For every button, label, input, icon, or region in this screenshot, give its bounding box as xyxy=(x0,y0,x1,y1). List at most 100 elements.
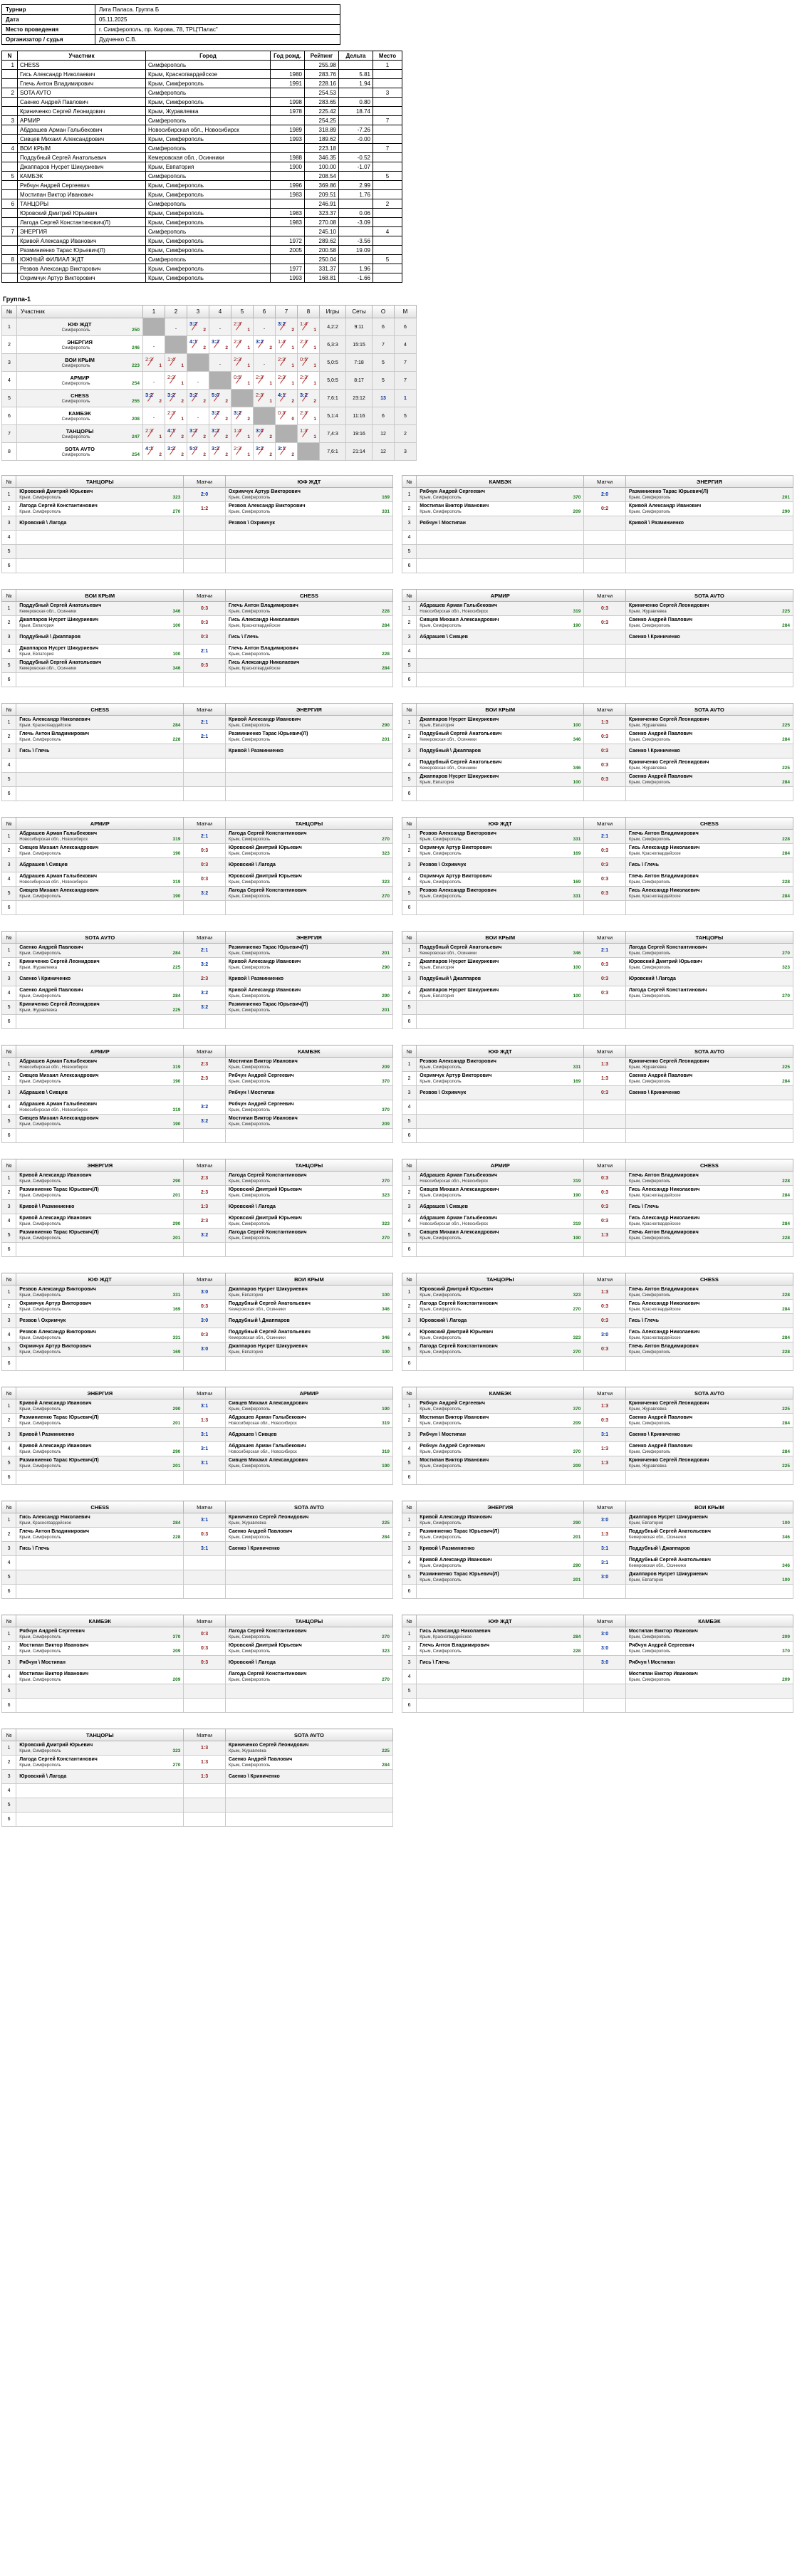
match-away-player[interactable]: Юровский \ Лагода xyxy=(625,971,794,986)
match-home-team[interactable]: ЭНЕРГИЯ xyxy=(416,1501,585,1513)
match-away-player[interactable] xyxy=(625,1100,794,1115)
match-score[interactable]: 0:3 xyxy=(183,857,226,872)
match-home-player[interactable]: Абдрашев \ Сивцев xyxy=(416,1199,585,1214)
crosstable-score-cell[interactable]: 2:3 1 xyxy=(142,424,165,443)
match-score[interactable]: 0:3 xyxy=(583,1185,626,1200)
crosstable-score-cell[interactable]: 2:3 1 xyxy=(165,407,187,425)
crosstable-score-cell[interactable]: 3:2 2 xyxy=(165,442,187,461)
match-home-team[interactable]: АРМИР xyxy=(416,589,585,602)
match-home-player[interactable]: Лагода Сергей Константинович Крым, Симфер… xyxy=(416,1342,585,1357)
match-away-player[interactable]: Джаппаров Нусрет Шикуриевич Крым, Евпатор… xyxy=(625,1513,794,1528)
match-away-team[interactable]: ЭНЕРГИЯ xyxy=(625,475,794,488)
match-score[interactable]: 0:3 xyxy=(583,601,626,616)
match-score[interactable]: 3:1 xyxy=(183,1541,226,1556)
match-home-player[interactable]: Гись \ Глечь xyxy=(16,1541,184,1556)
match-home-player[interactable] xyxy=(416,530,585,545)
match-home-player[interactable]: Рябчун Андрей Сергеевич Крым, Симферополь… xyxy=(16,1627,184,1642)
match-home-player[interactable]: Рябчун \ Мостипан xyxy=(416,516,585,531)
match-away-player[interactable] xyxy=(224,1555,394,1570)
match-away-player[interactable]: Кривой \ Разминиенко xyxy=(224,971,394,986)
match-score[interactable]: 1:3 xyxy=(583,1285,626,1300)
match-score[interactable]: 3:0 xyxy=(183,1285,226,1300)
match-home-player[interactable]: Кривой Александр Иванович Крым, Симферопо… xyxy=(16,1399,184,1414)
match-home-team[interactable]: ЮФ ЖДТ xyxy=(416,1045,585,1058)
match-away-player[interactable]: Криниченко Сергей Леонидович Крым, Журавл… xyxy=(224,1513,394,1528)
match-away-player[interactable]: Лагода Сергей Константинович Крым, Симфер… xyxy=(224,886,394,901)
match-away-player[interactable]: Глечь Антон Владимирович Крым, Симферопол… xyxy=(224,644,394,659)
match-away-player[interactable]: Криниченко Сергей Леонидович Крым, Журавл… xyxy=(625,758,794,773)
match-away-player[interactable]: Резвов \ Охримчук xyxy=(224,516,394,531)
match-score[interactable]: 3:0 xyxy=(183,1313,226,1328)
match-away-team[interactable]: АРМИР xyxy=(224,1387,394,1399)
match-away-team[interactable]: ТАНЦОРЫ xyxy=(224,1159,394,1172)
match-away-player[interactable]: Разминиенко Тарас Юрьевич(Л) Крым, Симфер… xyxy=(224,729,394,744)
crosstable-score-cell[interactable]: 3:2 2 xyxy=(209,335,231,354)
match-home-player[interactable]: Абдрашев Арман Галыбекович Новосибирская … xyxy=(416,1171,585,1186)
match-away-player[interactable]: Глечь Антон Владимирович Крым, Симферопол… xyxy=(625,1171,794,1186)
match-home-player[interactable]: Кривой \ Разминиенко xyxy=(16,1427,184,1442)
match-home-team[interactable]: SOTA AVTO xyxy=(16,931,184,944)
match-away-team[interactable]: ВОИ КРЫМ xyxy=(224,1273,394,1286)
match-score[interactable]: 2:0 xyxy=(183,487,226,502)
match-away-player[interactable]: Саенко Андрей Павлович Крым, Симферополь 2… xyxy=(625,615,794,630)
match-away-player[interactable]: Гись Александр Николаевич Крым, Красногва… xyxy=(224,658,394,673)
match-score[interactable]: 1:3 xyxy=(583,1057,626,1072)
match-away-player[interactable]: Гись Александр Николаевич Крым, Красногва… xyxy=(625,1185,794,1200)
match-score[interactable]: 3:0 xyxy=(583,1655,626,1670)
match-score[interactable]: 0:3 xyxy=(183,658,226,673)
match-home-player[interactable] xyxy=(16,1812,184,1827)
match-score[interactable]: 2:1 xyxy=(183,729,226,744)
match-home-player[interactable]: Поддубный Сергей Анатольевич Кемеровская … xyxy=(416,943,585,958)
match-away-player[interactable] xyxy=(224,672,394,687)
match-home-player[interactable]: Юровский \ Лагода xyxy=(416,1313,585,1328)
match-home-player[interactable]: Сивцев Михаил Александрович Крым, Симферо… xyxy=(16,886,184,901)
match-away-player[interactable]: Гись Александр Николаевич Крым, Красногва… xyxy=(625,843,794,858)
crosstable-score-cell[interactable]: 1:4 1 xyxy=(231,424,254,443)
match-score[interactable]: 2:3 xyxy=(183,971,226,986)
match-home-player[interactable]: Поддубный \ Джаппаров xyxy=(16,630,184,645)
match-away-player[interactable] xyxy=(224,1470,394,1485)
match-home-player[interactable]: Абдрашев \ Сивцев xyxy=(16,857,184,872)
match-away-player[interactable]: Лагода Сергей Константинович Крым, Симфер… xyxy=(224,1228,394,1243)
match-home-player[interactable]: Абдрашев Арман Галыбекович Новосибирская … xyxy=(416,601,585,616)
match-home-player[interactable]: Мостипан Виктор Иванович Крым, Симферопол… xyxy=(16,1669,184,1684)
match-home-player[interactable]: Глечь Антон Владимирович Крым, Симферопол… xyxy=(416,1641,585,1656)
match-away-team[interactable]: ВОИ КРЫМ xyxy=(625,1501,794,1513)
match-away-player[interactable]: Криниченко Сергей Леонидович Крым, Журавл… xyxy=(625,1057,794,1072)
match-home-player[interactable]: Кривой Александр Иванович Крым, Симферопо… xyxy=(416,1513,585,1528)
match-score[interactable]: 0:3 xyxy=(583,744,626,758)
match-home-player[interactable] xyxy=(16,786,184,801)
match-away-player[interactable]: Глечь Антон Владимирович Крым, Симферопол… xyxy=(625,1228,794,1243)
match-home-player[interactable]: Поддубный Сергей Анатольевич Кемеровская … xyxy=(416,729,585,744)
crosstable-score-cell[interactable]: 1:4 1 xyxy=(275,335,298,354)
match-home-player[interactable]: Лагода Сергей Константинович Крым, Симфер… xyxy=(16,1755,184,1770)
match-score[interactable]: 3:0 xyxy=(583,1513,626,1528)
match-home-player[interactable] xyxy=(16,1783,184,1798)
match-away-player[interactable]: Абдрашев Арман Галыбекович Новосибирская … xyxy=(224,1413,394,1428)
match-home-player[interactable]: Резвов \ Охримчук xyxy=(416,1085,585,1100)
match-home-player[interactable]: Сивцев Михаил Александрович Крым, Симферо… xyxy=(16,1071,184,1086)
match-home-player[interactable]: Охримчук Артур Викторович Крым, Симферопо… xyxy=(16,1299,184,1314)
match-home-player[interactable] xyxy=(16,1470,184,1485)
match-home-player[interactable] xyxy=(16,558,184,573)
match-home-player[interactable]: Кривой Александр Иванович Крым, Симферопо… xyxy=(16,1214,184,1229)
match-score[interactable]: 1:2 xyxy=(183,501,226,516)
crosstable-score-cell[interactable]: 1:4 1 xyxy=(297,318,320,336)
match-score[interactable]: 3:1 xyxy=(583,1541,626,1556)
match-away-player[interactable]: Лагода Сергей Константинович Крым, Симфер… xyxy=(625,943,794,958)
match-home-player[interactable]: Разминиенко Тарас Юрьевич(Л) Крым, Симфер… xyxy=(416,1527,585,1542)
match-score[interactable]: 0:3 xyxy=(583,615,626,630)
match-score[interactable]: 2:1 xyxy=(183,644,226,659)
match-score[interactable]: 0:3 xyxy=(583,1171,626,1186)
match-home-player[interactable]: Абдрашев Арман Галыбекович Новосибирская … xyxy=(416,1214,585,1229)
match-away-team[interactable]: CHESS xyxy=(625,1159,794,1172)
match-away-player[interactable] xyxy=(224,544,394,559)
match-away-player[interactable]: Юровский Дмитрий Юрьевич Крым, Симферопол… xyxy=(224,1214,394,1229)
match-score[interactable]: 0:3 xyxy=(183,1627,226,1642)
match-score[interactable]: 2:1 xyxy=(583,829,626,844)
match-away-player[interactable]: Юровский Дмитрий Юрьевич Крым, Симферопол… xyxy=(224,843,394,858)
match-away-player[interactable]: Юровский \ Лагода xyxy=(224,857,394,872)
match-away-player[interactable] xyxy=(224,1356,394,1371)
match-away-player[interactable]: Глечь Антон Владимирович Крым, Симферопол… xyxy=(224,601,394,616)
match-away-player[interactable]: Гись Александр Николаевич Крым, Красногва… xyxy=(625,1328,794,1342)
